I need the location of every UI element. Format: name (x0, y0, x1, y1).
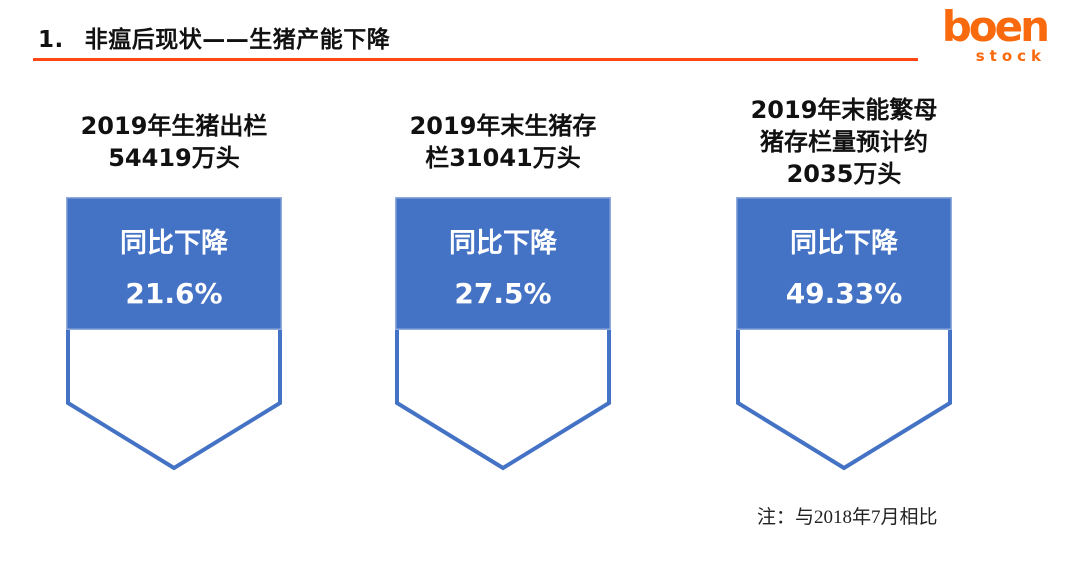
pennant-shape: 同比下降 21.6% (66, 197, 282, 473)
stat-column-sows: 2019年末能繁母 猪存栏量预计约 2035万头 同比下降 49.33% (704, 86, 984, 473)
logo-subtext: stock (975, 47, 1046, 65)
title-number: 1. (38, 27, 64, 53)
banner-text: 同比下降 27.5% (395, 197, 611, 330)
title-underline (33, 58, 918, 61)
banner-label: 同比下降 (449, 227, 557, 259)
page-title: 1. 非瘟后现状——生猪产能下降 (38, 20, 390, 54)
column-heading: 2019年末能繁母 猪存栏量预计约 2035万头 (750, 95, 938, 188)
pennant-banner-icon (395, 197, 611, 471)
stat-column-slaughter: 2019年生猪出栏 54419万头 同比下降 21.6% (34, 86, 314, 473)
logo-wordmark: boen (941, 2, 1050, 51)
pennant-shape: 同比下降 49.33% (736, 197, 952, 473)
banner-text: 同比下降 49.33% (736, 197, 952, 330)
banner-label: 同比下降 (120, 227, 228, 259)
banner-value: 21.6% (125, 276, 223, 310)
banner-value: 49.33% (785, 276, 903, 310)
pennant-shape: 同比下降 27.5% (395, 197, 611, 473)
banner-value: 27.5% (454, 276, 552, 310)
title-text: 非瘟后现状——生猪产能下降 (84, 27, 391, 53)
boen-stock-logo: boen stock (941, 2, 1050, 65)
banner-label: 同比下降 (790, 227, 898, 259)
column-heading: 2019年生猪出栏 54419万头 (80, 111, 268, 172)
footnote: 注：与2018年7月相比 (757, 507, 938, 528)
banner-text: 同比下降 21.6% (66, 197, 282, 330)
stat-column-inventory: 2019年末生猪存 栏31041万头 同比下降 27.5% (363, 86, 643, 473)
pennant-banner-icon (66, 197, 282, 471)
pennant-banner-icon (736, 197, 952, 471)
column-heading: 2019年末生猪存 栏31041万头 (409, 111, 597, 172)
